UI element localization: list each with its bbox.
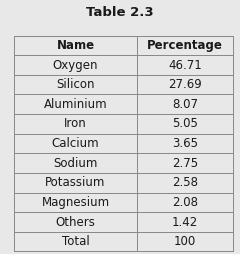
Bar [14,55,137,75]
Bar [14,94,137,114]
Text: 8.07: 8.07 [172,98,198,111]
Text: Oxygen: Oxygen [53,58,98,71]
Text: Table 2.3: Table 2.3 [86,6,154,19]
Text: 2.58: 2.58 [172,176,198,189]
Text: 46.71: 46.71 [168,58,202,71]
Text: Total: Total [62,235,90,248]
Bar [14,232,137,251]
Text: Name: Name [56,39,95,52]
Bar [137,232,233,251]
Text: 27.69: 27.69 [168,78,202,91]
Bar [137,212,233,232]
Bar [137,173,233,193]
Bar [14,173,137,193]
Bar [137,36,233,55]
Text: Magnesium: Magnesium [42,196,110,209]
Text: Aluminium: Aluminium [44,98,107,111]
Text: Calcium: Calcium [52,137,99,150]
Text: Sodium: Sodium [53,157,98,170]
Bar [137,193,233,212]
Text: 2.08: 2.08 [172,196,198,209]
Text: Percentage: Percentage [147,39,223,52]
Text: 100: 100 [174,235,196,248]
Bar [137,94,233,114]
Bar [137,153,233,173]
Bar [137,75,233,94]
Bar [137,114,233,134]
Text: 2.75: 2.75 [172,157,198,170]
Bar [137,134,233,153]
Text: Potassium: Potassium [45,176,106,189]
Text: Others: Others [56,216,96,229]
Bar [14,114,137,134]
Bar [14,153,137,173]
Text: Iron: Iron [64,117,87,130]
Text: 5.05: 5.05 [172,117,198,130]
Bar [14,193,137,212]
Bar [14,36,137,55]
Text: 3.65: 3.65 [172,137,198,150]
Text: 1.42: 1.42 [172,216,198,229]
Bar [14,134,137,153]
Text: Silicon: Silicon [56,78,95,91]
Bar [14,212,137,232]
Bar [14,75,137,94]
Bar [137,55,233,75]
